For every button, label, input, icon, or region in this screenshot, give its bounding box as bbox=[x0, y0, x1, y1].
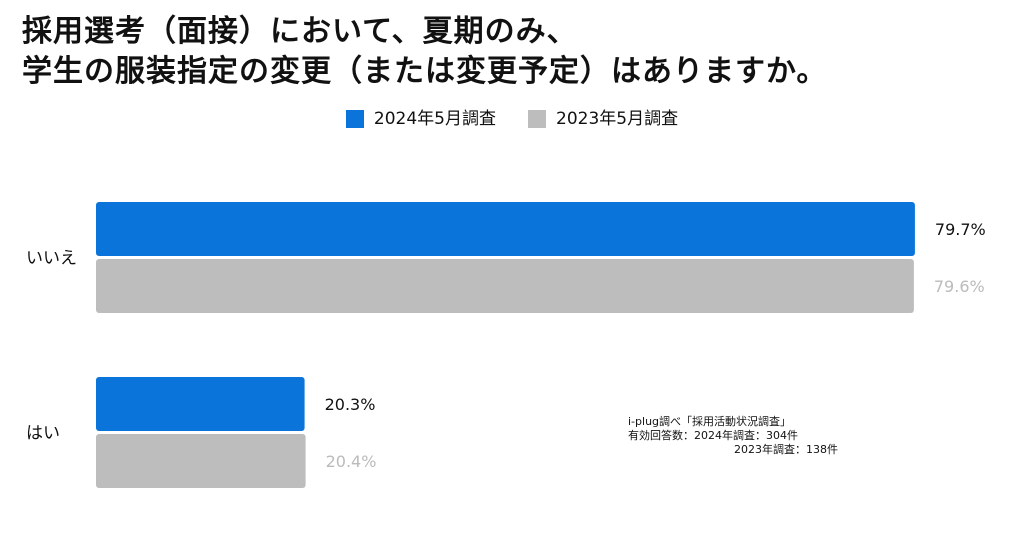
chart-legend: 2024年5月調査 2023年5月調査 bbox=[0, 108, 1024, 130]
source-note: i-plug調べ「採用活動状況調査」 有効回答数：2024年調査：304件 20… bbox=[628, 415, 838, 457]
legend-label-2024: 2024年5月調査 bbox=[373, 109, 496, 129]
source-line-2: 有効回答数：2024年調査：304件 bbox=[628, 429, 798, 442]
bar-0-0 bbox=[96, 202, 915, 256]
data-label-0-0: 79.7% bbox=[935, 220, 986, 239]
legend-item-2023: 2023年5月調査 bbox=[528, 108, 678, 130]
chart-title-line-2: 学生の服装指定の変更（または変更予定）はありますか。 bbox=[22, 54, 828, 89]
bar-1-1 bbox=[96, 434, 306, 488]
category-label-0: いいえ bbox=[26, 249, 77, 269]
chart-title: 採用選考（面接）において、夏期のみ、 学生の服装指定の変更（または変更予定）はあ… bbox=[22, 12, 1002, 92]
data-label-1-1: 20.4% bbox=[326, 452, 377, 471]
bar-0-1 bbox=[96, 259, 914, 313]
legend-item-2024: 2024年5月調査 bbox=[345, 108, 496, 130]
category-label-1: はい bbox=[26, 424, 60, 444]
legend-swatch-2024 bbox=[345, 110, 364, 128]
source-line-3: 2023年調査：138件 bbox=[734, 443, 838, 456]
legend-swatch-2023 bbox=[528, 110, 546, 128]
data-label-1-0: 20.3% bbox=[325, 395, 376, 414]
data-label-0-1: 79.6% bbox=[934, 277, 985, 296]
source-line-1: i-plug調べ「採用活動状況調査」 bbox=[628, 415, 792, 428]
chart-title-line-1: 採用選考（面接）において、夏期のみ、 bbox=[22, 14, 578, 49]
bar-1-0 bbox=[96, 377, 305, 431]
legend-label-2023: 2023年5月調査 bbox=[556, 109, 679, 129]
